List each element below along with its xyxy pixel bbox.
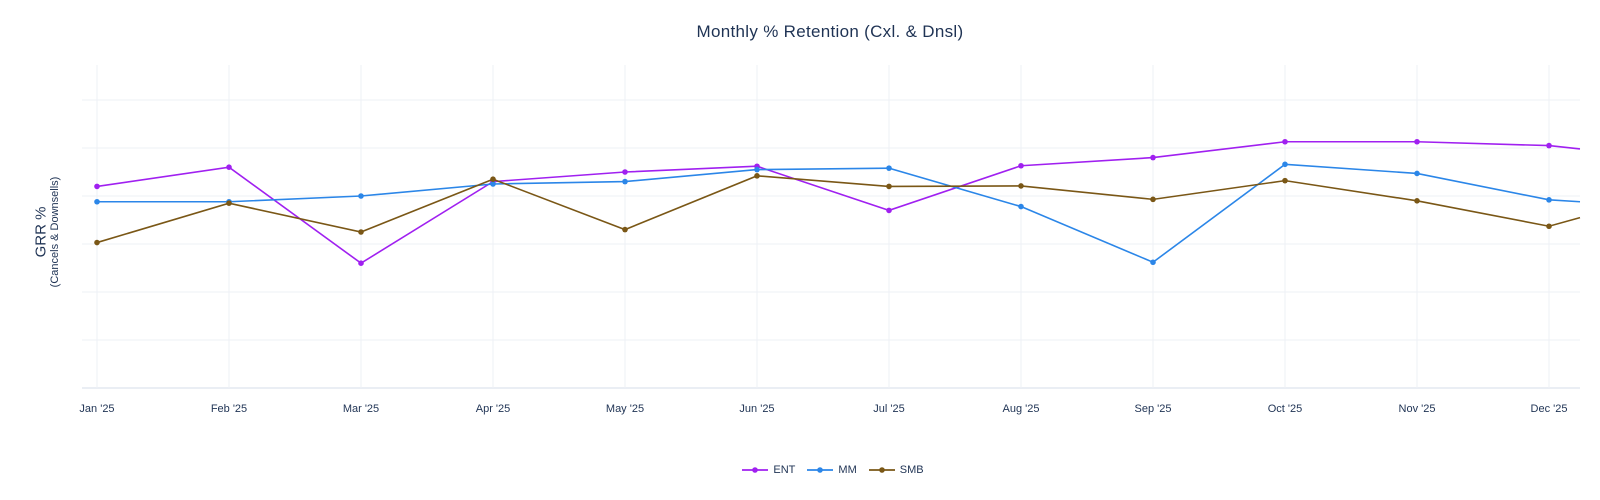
legend-label: ENT <box>773 464 796 476</box>
data-point-ent[interactable] <box>94 183 100 190</box>
series-line-mm <box>97 163 1581 264</box>
legend-label: SMB <box>899 464 924 476</box>
data-point-ent[interactable] <box>1150 154 1156 161</box>
data-point-mm[interactable] <box>1282 161 1288 168</box>
legend: ENT MM SMB <box>0 464 1600 476</box>
data-point-ent[interactable] <box>1414 138 1420 145</box>
series-ent <box>94 138 1581 267</box>
data-point-smb[interactable] <box>1282 177 1288 184</box>
data-point-ent[interactable] <box>358 260 364 267</box>
data-point-mm[interactable] <box>754 166 760 173</box>
data-point-ent[interactable] <box>226 164 232 170</box>
legend-item-smb[interactable]: SMB <box>868 464 924 476</box>
legend-swatch <box>868 467 895 473</box>
data-point-mm[interactable] <box>886 165 892 171</box>
x-tick-label: May '25 <box>606 403 644 415</box>
x-tick-label: Jun '25 <box>739 403 774 415</box>
legend-item-ent[interactable]: ENT <box>742 464 795 476</box>
x-tick-label: Mar '25 <box>343 403 379 415</box>
data-point-mm[interactable] <box>1150 259 1156 266</box>
x-tick-label: Apr '25 <box>476 403 511 415</box>
data-point-ent[interactable] <box>1282 138 1288 145</box>
data-point-mm[interactable] <box>622 178 628 185</box>
data-point-smb[interactable] <box>1414 198 1420 204</box>
data-point-mm[interactable] <box>490 181 496 187</box>
series-mm <box>94 161 1581 266</box>
data-point-ent[interactable] <box>1546 142 1552 149</box>
data-point-smb[interactable] <box>490 176 496 182</box>
data-point-mm[interactable] <box>358 193 364 199</box>
x-tick-label: Oct '25 <box>1268 403 1303 415</box>
data-point-smb[interactable] <box>1546 223 1552 230</box>
data-point-mm[interactable] <box>1018 203 1024 210</box>
data-point-smb[interactable] <box>1150 196 1156 203</box>
x-tick-label: Jan '25 <box>79 403 114 415</box>
data-point-ent[interactable] <box>622 169 628 175</box>
data-point-smb[interactable] <box>226 200 232 206</box>
x-tick-labels: Jan '25 Feb '25 Mar '25 Apr '25 May '25 Jun '… <box>79 403 1567 415</box>
legend-swatch <box>742 467 769 473</box>
series-line-ent <box>96 140 1581 265</box>
series-smb <box>94 173 1581 246</box>
x-tick-label: Feb '25 <box>211 403 247 415</box>
data-point-mm[interactable] <box>1414 170 1420 177</box>
grid-layer <box>82 65 1580 389</box>
data-point-smb[interactable] <box>622 226 628 233</box>
data-point-smb[interactable] <box>358 229 364 235</box>
legend-label: MM <box>838 464 857 476</box>
data-point-ent[interactable] <box>886 207 892 214</box>
data-point-ent[interactable] <box>1018 162 1024 169</box>
data-point-smb[interactable] <box>1018 183 1024 189</box>
data-point-mm[interactable] <box>94 198 100 205</box>
x-tick-label: Sep '25 <box>1135 403 1172 415</box>
x-tick-label: Aug '25 <box>1003 403 1040 415</box>
legend-swatch <box>807 467 834 473</box>
legend-item-mm[interactable]: MM <box>807 464 857 476</box>
data-point-mm[interactable] <box>1546 197 1552 203</box>
x-tick-label: Jul '25 <box>873 403 904 415</box>
data-point-smb[interactable] <box>754 173 760 179</box>
series-layer <box>94 138 1581 267</box>
x-tick-label: Nov '25 <box>1399 403 1436 415</box>
chart-title: Monthly % Retention (Cxl. & Dnsl) <box>696 22 964 41</box>
data-point-smb[interactable] <box>886 183 892 190</box>
x-tick-label: Dec '25 <box>1531 403 1568 415</box>
data-point-smb[interactable] <box>94 239 100 246</box>
